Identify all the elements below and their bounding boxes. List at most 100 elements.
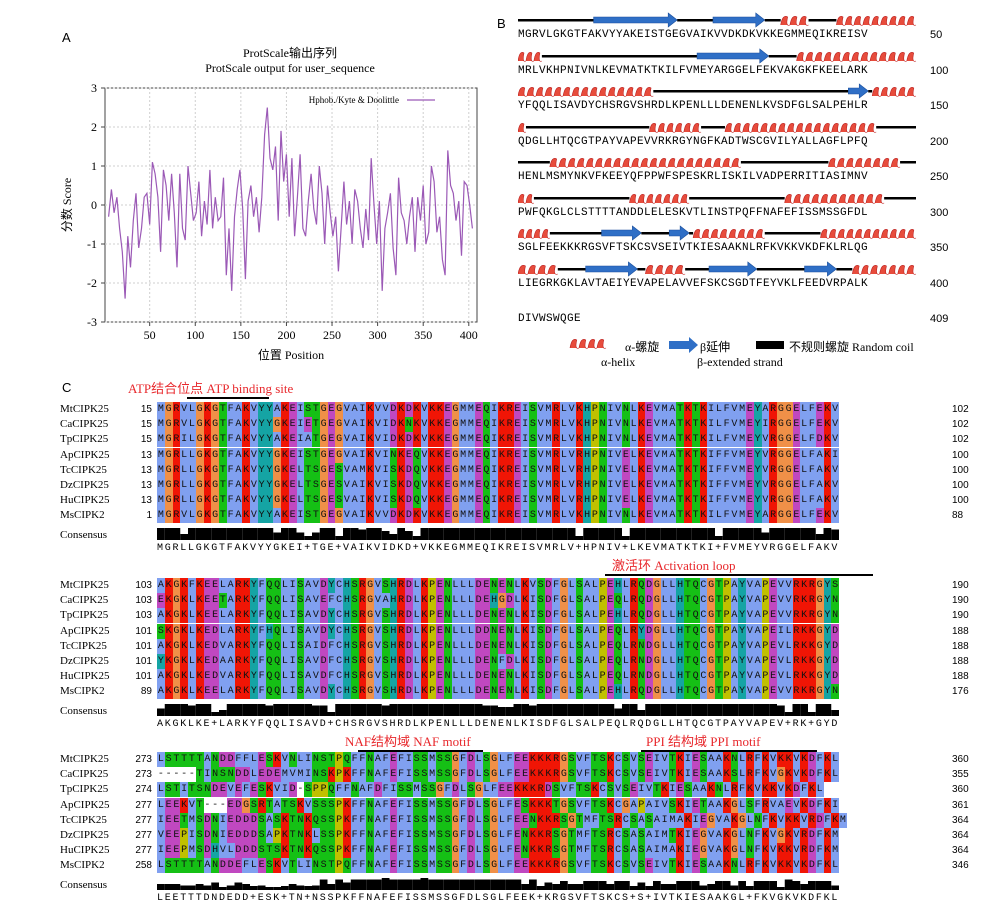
conservation-bar [722, 880, 731, 890]
residue: G [172, 669, 181, 685]
residue: C [699, 684, 708, 700]
residue: T [598, 812, 607, 828]
residue: K [808, 669, 816, 685]
residue: A [583, 638, 591, 654]
residue: A [273, 402, 281, 417]
residue: G [777, 508, 785, 524]
conservation-bar [815, 533, 824, 540]
helix-segment [881, 158, 892, 168]
residue: S [622, 843, 630, 859]
helix-segment [907, 229, 917, 239]
residue: F [242, 782, 250, 798]
panel-a-label: A [62, 30, 71, 45]
conservation-bar [498, 527, 506, 540]
conservation-bar [265, 527, 274, 540]
residue: C [622, 812, 630, 828]
residue: R [397, 623, 405, 639]
residue: L [467, 623, 475, 639]
residue: D [474, 608, 483, 624]
residue: R [552, 462, 560, 478]
residue: G [211, 417, 219, 433]
residue: R [234, 638, 243, 654]
conservation-bar [443, 879, 452, 890]
helix-segment [533, 229, 543, 239]
residue: K [397, 493, 405, 509]
residue: E [769, 608, 777, 624]
residue: E [436, 608, 444, 624]
residue: K [203, 462, 212, 478]
residue: V [746, 638, 754, 654]
residue: K [684, 508, 692, 524]
residue: Q [273, 684, 281, 700]
residue: L [715, 402, 723, 417]
residue: V [777, 608, 785, 624]
residue: V [777, 593, 785, 609]
residue: V [374, 417, 382, 433]
residue: K [823, 843, 832, 859]
residue: V [730, 508, 739, 524]
helix-segment [861, 264, 871, 275]
helix-segment [847, 193, 858, 204]
conservation-bar [405, 879, 413, 890]
residue: A [668, 447, 677, 463]
residue: S [575, 654, 584, 669]
residue: V [219, 843, 227, 859]
residue: Y [823, 638, 832, 654]
residue: S [327, 797, 336, 813]
sequence-start: 1 [146, 510, 152, 522]
residue: F [583, 797, 591, 813]
residue: L [800, 417, 808, 433]
residue: L [567, 593, 576, 609]
residue: L [622, 593, 630, 609]
residue: A [381, 593, 390, 609]
residue: Q [412, 447, 421, 463]
residue: E [288, 432, 297, 448]
helix-segment [719, 229, 730, 239]
residue: I [304, 752, 312, 767]
conservation-bar [335, 535, 343, 540]
residue: G [784, 447, 793, 463]
residue: M [459, 432, 467, 448]
ss-track [518, 260, 917, 277]
residue: Q [482, 417, 491, 433]
sequence-position: 400 [930, 277, 949, 290]
residue: M [738, 417, 746, 433]
residue: E [219, 782, 227, 798]
sequence-end: 346 [952, 860, 969, 872]
residue: K [536, 843, 545, 859]
residue: Y [738, 578, 746, 593]
residue: V [536, 402, 545, 417]
residue: G [319, 493, 328, 509]
residue: D [474, 654, 483, 669]
residue: G [164, 462, 173, 478]
conservation-bar [691, 880, 700, 890]
conservation-bar [296, 885, 305, 890]
residue: N [637, 638, 646, 654]
residue: E [482, 593, 491, 609]
residue: M [157, 462, 165, 478]
residue: N [296, 812, 305, 828]
residue: R [629, 654, 638, 669]
residue: P [722, 578, 731, 593]
conservation-bar [482, 527, 491, 540]
residue: L [180, 447, 188, 463]
residue: F [459, 828, 467, 843]
residue: G [707, 578, 715, 593]
sequence-end: 360 [952, 784, 969, 796]
conservation-bar [521, 527, 529, 540]
residue: R [769, 508, 777, 524]
helix-segment [851, 51, 862, 62]
conservation-bar [722, 527, 731, 540]
residue: E [606, 608, 615, 624]
residue: E [746, 402, 754, 417]
residue: T [288, 843, 297, 859]
residue: S [296, 654, 305, 669]
residue: S [567, 767, 576, 783]
residue: S [164, 782, 173, 798]
residue: Q [614, 638, 622, 654]
residue: S [645, 812, 653, 828]
residue: K [606, 752, 615, 767]
residue: G [335, 417, 343, 433]
residue: F [397, 828, 405, 843]
